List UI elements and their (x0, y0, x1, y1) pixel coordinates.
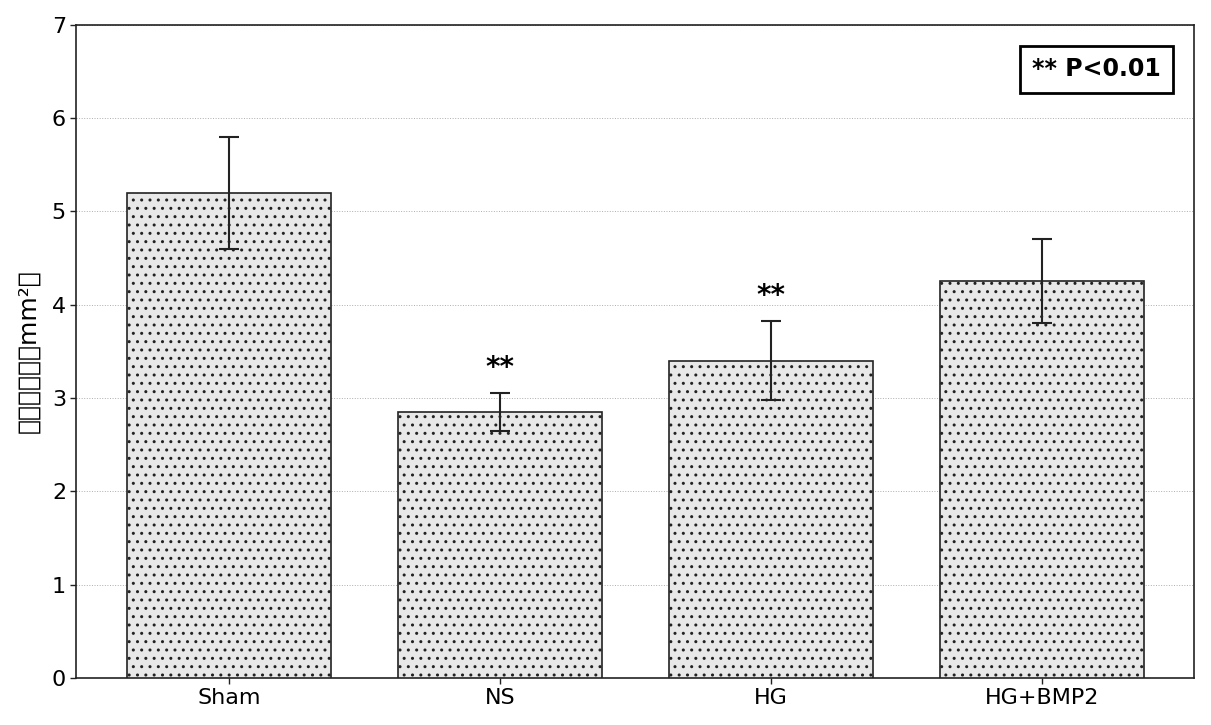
Bar (940, 281, 1143, 678)
Y-axis label: 软骨层面积（mm²）: 软骨层面积（mm²） (17, 270, 41, 433)
Bar (670, 360, 872, 678)
Text: **: ** (486, 354, 515, 382)
Bar (127, 193, 331, 678)
Bar (398, 412, 602, 678)
Text: ** P<0.01: ** P<0.01 (1032, 57, 1161, 81)
Text: **: ** (757, 282, 786, 310)
